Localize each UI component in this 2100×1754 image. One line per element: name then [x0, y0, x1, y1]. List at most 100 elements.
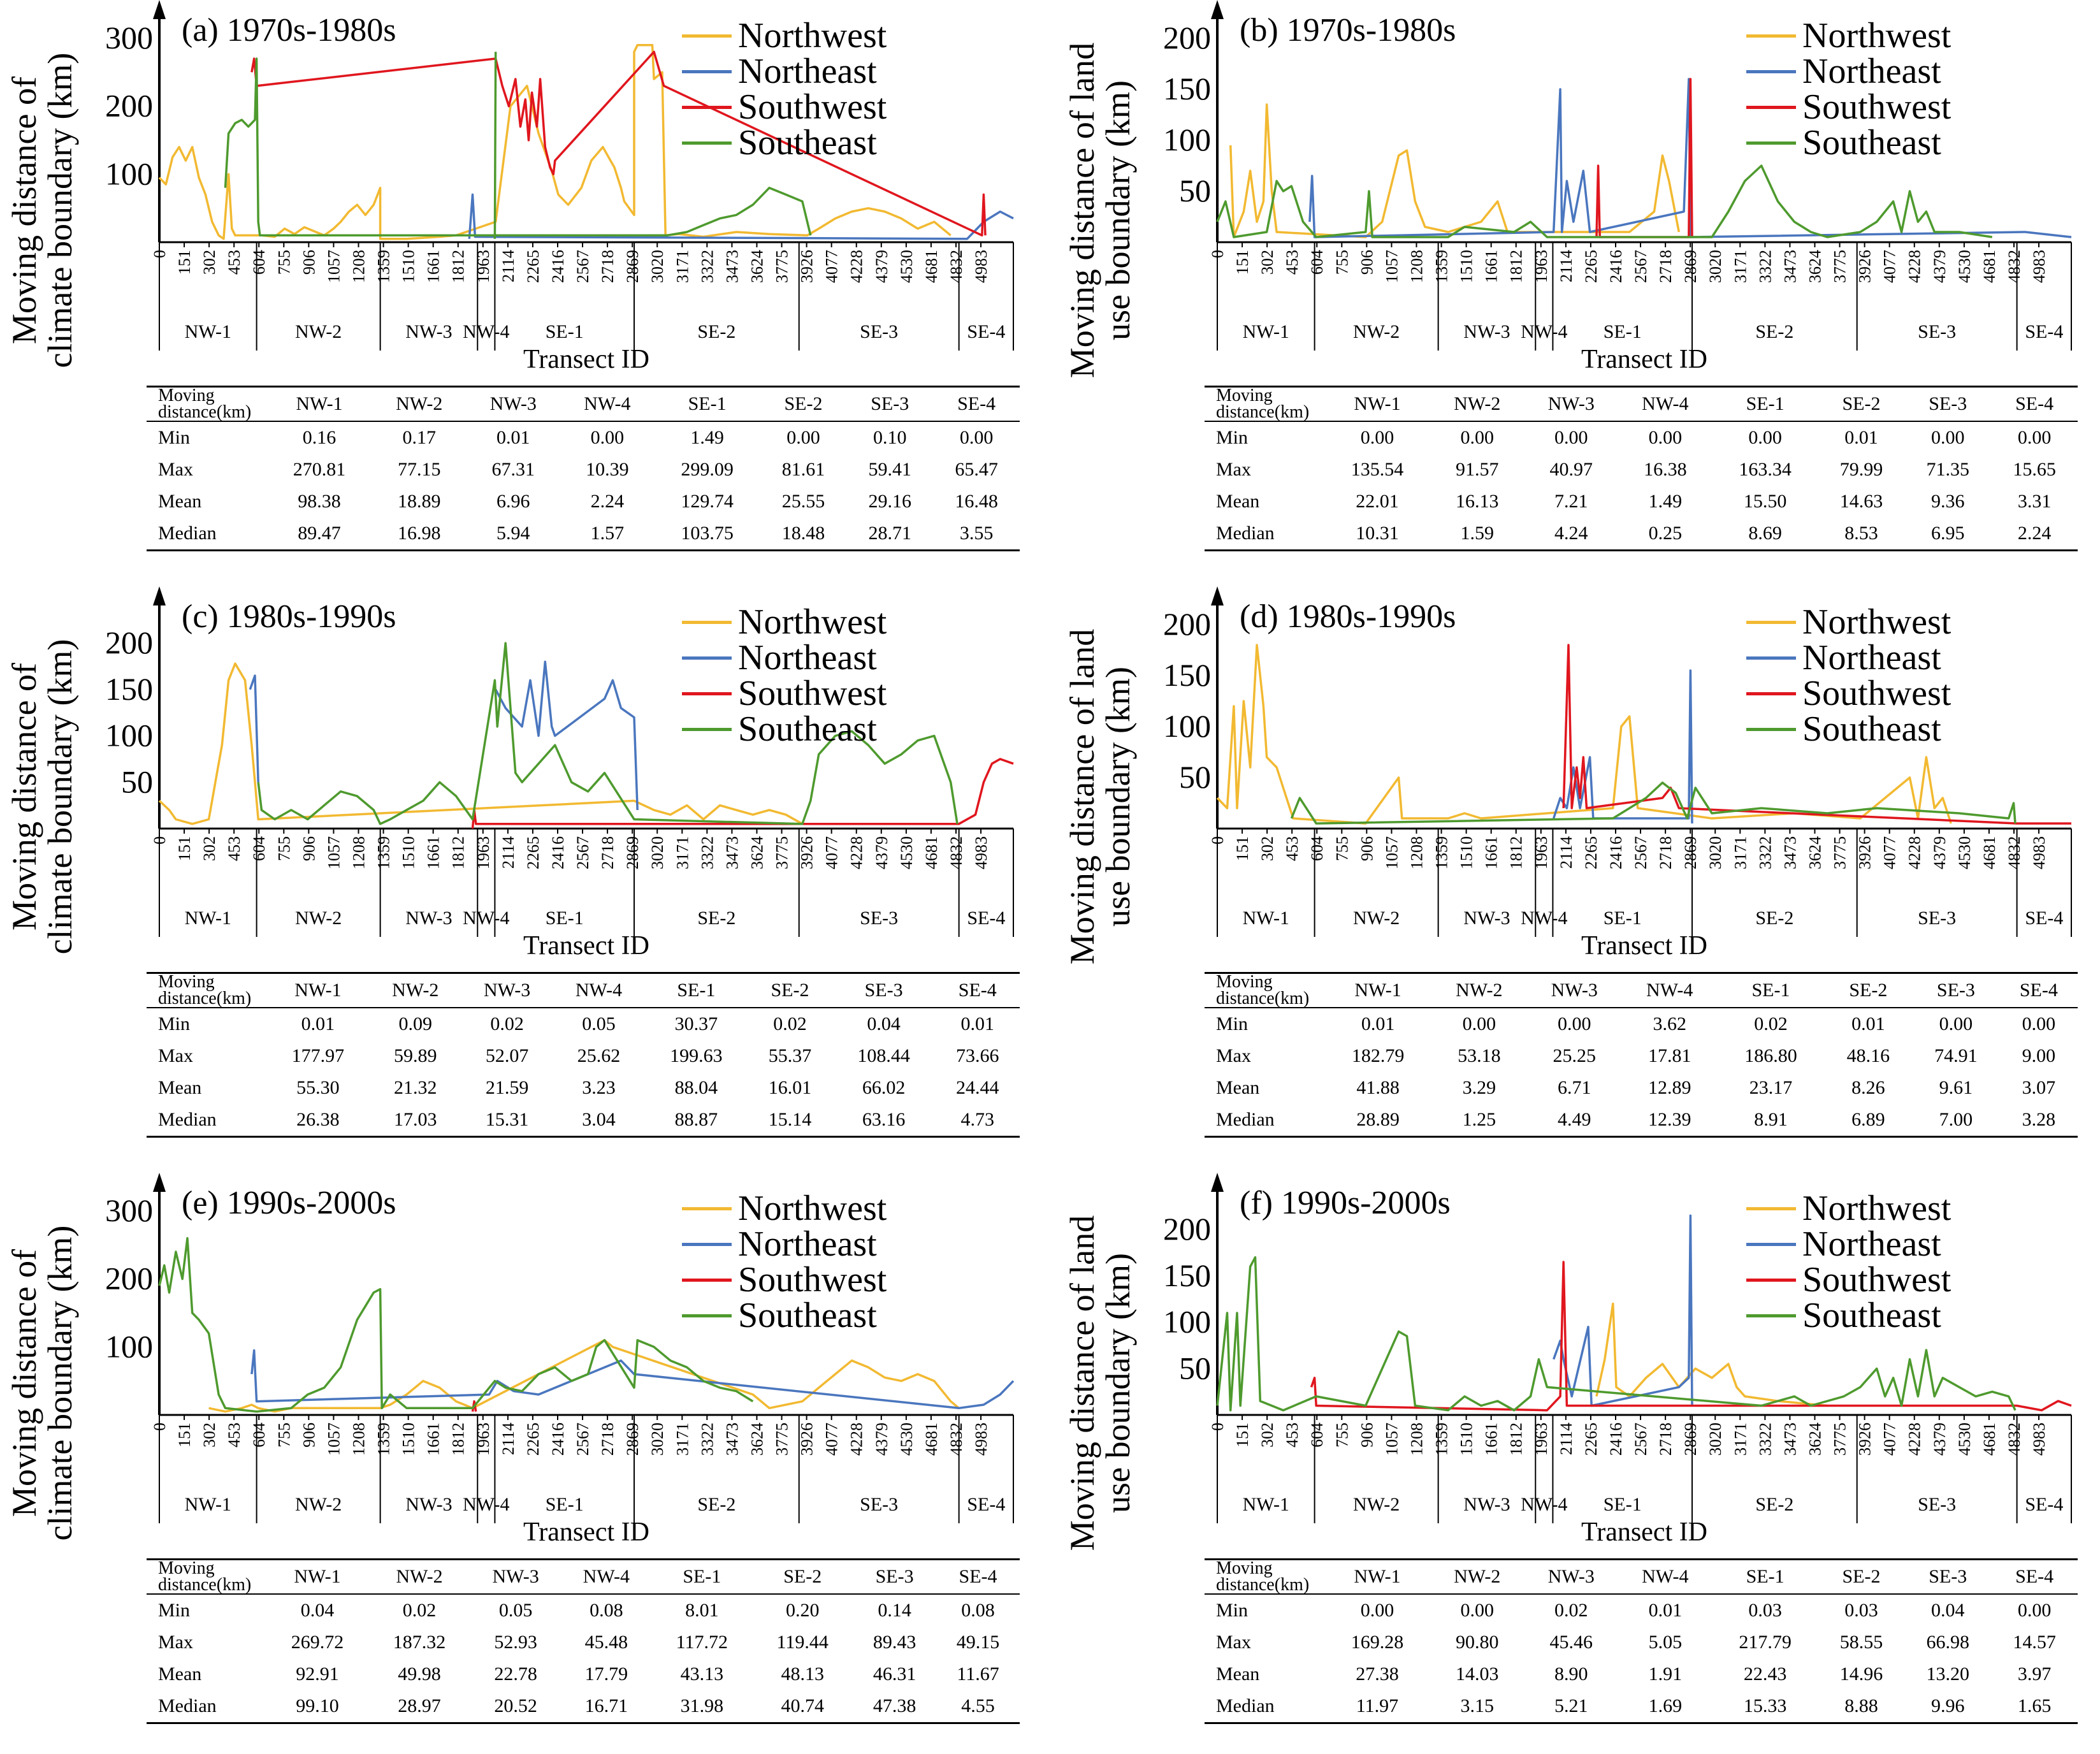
legend-label: Southeast: [738, 709, 877, 749]
table-header-label: Moving distance(km): [1216, 1558, 1310, 1595]
x-axis-title: Transect ID: [523, 1518, 649, 1547]
x-tick-label: 4530: [897, 836, 916, 869]
chart-legend: Northwest Northeast Southwest Southeast: [682, 604, 887, 747]
table-cell: 40.97: [1549, 459, 1593, 480]
table-row-label: Mean: [1216, 491, 1260, 512]
x-tick-label: 2718: [598, 836, 617, 869]
x-tick-label: 3775: [773, 1423, 792, 1456]
x-tick-label: 4379: [873, 1423, 891, 1456]
table-cell: 18.48: [781, 523, 825, 544]
table-column-header: SE-2: [784, 393, 823, 414]
x-tick-label: 1963: [1532, 250, 1551, 283]
legend-swatch: [682, 1242, 732, 1246]
y-tick-label: 50: [1179, 173, 1211, 208]
x-tick-label: 2567: [1632, 1423, 1650, 1456]
x-tick-label: 3322: [1756, 250, 1774, 283]
table-cell: 3.55: [959, 523, 994, 544]
legend-swatch: [1746, 1314, 1796, 1317]
table-cell: 16.48: [955, 491, 998, 512]
segment-label: SE-1: [546, 321, 584, 342]
table-column-header: SE-3: [1929, 1566, 1967, 1587]
x-tick-label: 3624: [748, 836, 766, 869]
x-tick-label: 4832: [947, 1423, 966, 1456]
segment-label: SE-1: [1604, 321, 1642, 342]
segment-label: NW-4: [463, 321, 509, 342]
table-cell: 6.96: [496, 491, 530, 512]
x-tick-label: 1963: [474, 250, 493, 283]
table-cell: 13.20: [1926, 1663, 1970, 1685]
x-tick-label: 1208: [1407, 1423, 1426, 1456]
table-cell: 8.26: [1851, 1077, 1885, 1098]
table-column-header: NW-2: [392, 980, 439, 1001]
table-cell: 17.79: [584, 1663, 628, 1685]
table-cell: 186.80: [1744, 1045, 1797, 1066]
x-tick-label: 3926: [798, 836, 816, 869]
table-row: Min 0.01 0.09 0.02 0.05 30.37 0.02 0.04 0.01: [147, 1008, 1020, 1040]
table-column-header: SE-1: [1746, 1566, 1785, 1587]
table-cell: 0.08: [590, 1600, 623, 1621]
x-tick-label: 4077: [823, 250, 841, 283]
table-cell: 0.00: [1558, 1013, 1591, 1034]
series-line-southeast: [224, 57, 812, 237]
table-cell: 0.00: [1460, 1600, 1495, 1621]
legend-label: Southwest: [1802, 1260, 1952, 1300]
table-column-header: NW-1: [1354, 980, 1401, 1001]
legend-item: Northeast: [1746, 640, 1951, 676]
segment-label: SE-1: [1604, 1494, 1642, 1515]
chart-panel-a: 1002003000151302453604755906105712081359…: [0, 0, 1032, 577]
table-row-label: Mean: [158, 491, 202, 512]
x-tick-label: 1057: [1382, 1423, 1401, 1456]
x-tick-label: 2718: [1656, 1423, 1675, 1456]
table-row-label: Mean: [158, 1663, 202, 1685]
table-row: Mean 98.38 18.89 6.96 2.24 129.74 25.55 29.16 16…: [147, 486, 1020, 518]
table-cell: 3.97: [2017, 1663, 2052, 1685]
x-tick-label: 4681: [922, 1423, 941, 1456]
segment-label: SE-3: [860, 908, 898, 929]
table-cell: 66.02: [862, 1077, 906, 1098]
legend-item: Southeast: [682, 1298, 887, 1333]
x-tick-label: 4681: [1980, 250, 1999, 283]
table-row: Max 182.79 53.18 25.25 17.81 186.80 48.16 74.91…: [1205, 1040, 2078, 1072]
table-cell: 4.55: [961, 1695, 995, 1716]
table-cell: 5.94: [496, 523, 530, 544]
x-tick-label: 4530: [897, 1423, 916, 1456]
x-tick-label: 1057: [324, 836, 343, 869]
table-cell: 0.25: [1648, 523, 1683, 544]
table-cell: 28.89: [1356, 1109, 1400, 1130]
x-tick-label: 1661: [1482, 250, 1501, 283]
x-tick-label: 2416: [1607, 1423, 1625, 1456]
legend-swatch: [1746, 69, 1796, 73]
x-tick-label: 4983: [972, 250, 990, 283]
legend-item: Southwest: [1746, 89, 1951, 125]
table-row: Median 28.89 1.25 4.49 12.39 8.91 6.89 7.00 3.28: [1205, 1104, 2078, 1137]
x-tick-label: 4379: [873, 836, 891, 869]
segment-label: NW-3: [1463, 1494, 1510, 1515]
table-cell: 1.69: [1648, 1695, 1683, 1716]
legend-swatch: [1746, 656, 1796, 660]
table-cell: 0.00: [1939, 1013, 1973, 1034]
table-row: Median 26.38 17.03 15.31 3.04 88.87 15.14 63.16…: [147, 1104, 1020, 1137]
table-row-label: Median: [1216, 1109, 1275, 1130]
legend-item: Southeast: [682, 711, 887, 747]
x-tick-label: 2567: [1632, 250, 1650, 283]
table-cell: 0.00: [1360, 427, 1394, 448]
segment-label: NW-1: [185, 1494, 231, 1515]
legend-item: Southwest: [682, 89, 887, 125]
y-tick-label: 150: [1163, 1258, 1211, 1293]
table-cell: 91.57: [1456, 459, 1499, 480]
table-cell: 23.17: [1749, 1077, 1793, 1098]
x-tick-label: 3624: [748, 1423, 766, 1456]
x-tick-label: 755: [275, 250, 293, 275]
table-column-header: NW-1: [294, 1566, 341, 1587]
table-row-label: Max: [158, 1045, 193, 1066]
x-tick-label: 2718: [598, 250, 617, 283]
legend-item: Northeast: [1746, 1226, 1951, 1262]
legend-label: Northwest: [738, 1189, 887, 1228]
table-cell: 22.78: [494, 1663, 537, 1685]
table-cell: 14.96: [1839, 1663, 1883, 1685]
x-tick-label: 755: [1333, 836, 1351, 861]
table-column-header: SE-4: [958, 980, 997, 1001]
segment-label: SE-3: [1918, 321, 1956, 342]
table-cell: 15.33: [1743, 1695, 1787, 1716]
table-cell: 0.00: [786, 427, 820, 448]
